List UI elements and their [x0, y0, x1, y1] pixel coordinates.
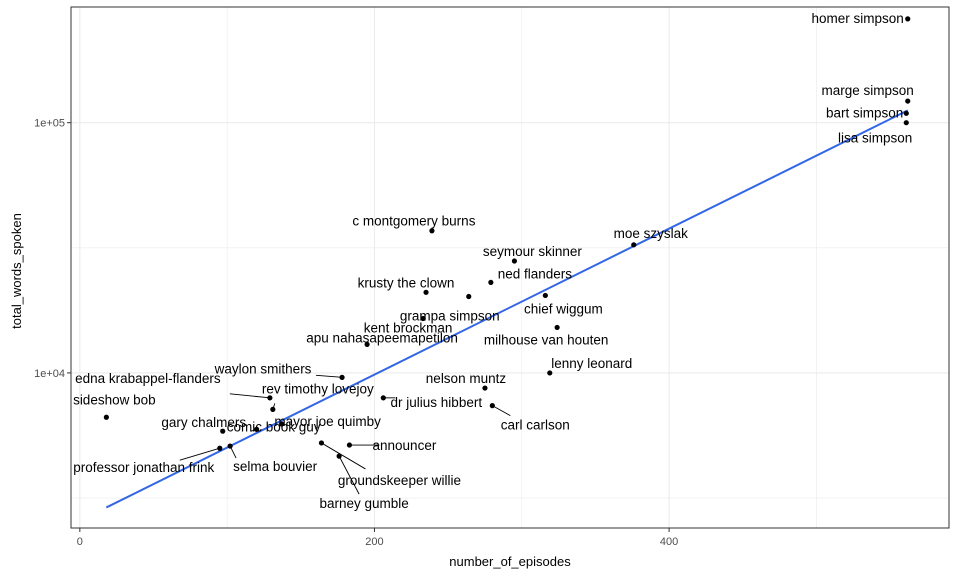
point-sideshow-bob: [103, 414, 109, 420]
x-tick-label: 200: [365, 536, 383, 548]
leader-carl-carlson: [492, 405, 511, 417]
point-professor-jonathan-frink: [217, 445, 223, 451]
point-milhouse-van-houten: [554, 324, 560, 331]
point-bart-simpson: [903, 110, 909, 116]
label-gary-chalmers: gary chalmers: [161, 415, 246, 430]
label-comic-book-guy: comic book guy: [227, 419, 321, 434]
y-tick-label: 1e+04: [34, 368, 65, 380]
point-ned-flanders: [488, 279, 494, 286]
label-nelson-muntz: nelson muntz: [426, 371, 507, 386]
point-homer-simpson: [905, 16, 911, 22]
x-axis-title: number_of_episodes: [449, 554, 571, 569]
point-groundskeeper-willie: [318, 440, 325, 446]
label-milhouse-van-houten: milhouse van houten: [484, 332, 609, 347]
label-marge-simpson: marge simpson: [821, 83, 913, 98]
leader-professor-jonathan-frink: [179, 447, 220, 461]
point-nelson-muntz: [482, 385, 488, 391]
point-barney-gumble: [336, 453, 342, 459]
label-announcer: announcer: [373, 438, 437, 453]
point-moe-szyslak: [631, 242, 637, 248]
point-dr-julius-hibbert: [380, 395, 386, 401]
point-selma-bouvier: [227, 443, 233, 449]
point-rev-timothy-lovejoy: [270, 406, 276, 412]
leader-groundskeeper-willie: [321, 442, 366, 470]
label-groundskeeper-willie: groundskeeper willie: [338, 473, 461, 488]
point-kent-brockman: [420, 315, 426, 322]
label-edna-krabappel-flanders: edna krabappel-flanders: [75, 371, 221, 386]
x-tick-label: 400: [660, 536, 678, 548]
label-dr-julius-hibbert: dr julius hibbert: [391, 395, 483, 410]
plot-panel-border: [70, 6, 950, 529]
point-waylon-smithers: [339, 374, 345, 380]
label-waylon-smithers: waylon smithers: [214, 361, 312, 376]
point-chief-wiggum: [542, 292, 548, 299]
plot-panel-background: [71, 7, 949, 528]
label-ned-flanders: ned flanders: [498, 266, 573, 281]
label-kent-brockman: kent brockman: [364, 320, 453, 335]
label-lisa-simpson: lisa simpson: [838, 131, 912, 146]
point-gary-chalmers: [220, 428, 226, 434]
point-carl-carlson: [489, 403, 495, 409]
grid: [71, 7, 949, 528]
point-comic-book-guy: [254, 426, 260, 432]
y-tick-label: 1e+05: [34, 118, 65, 130]
label-apu-nahasapeemapetilon: apu nahasapeemapetilon: [306, 330, 458, 345]
label-bart-simpson: bart simpson: [826, 105, 903, 120]
point-lenny-leonard: [547, 370, 553, 376]
point-marge-simpson: [905, 98, 911, 104]
point-grampa-simpson: [466, 293, 472, 300]
point-labels: homer simpson marge simpson bart simpson li…: [73, 11, 914, 511]
label-moe-szyslak: moe szyslak: [614, 226, 689, 241]
y-axis-title: total_words_spoken: [9, 213, 24, 329]
x-tick-label: 0: [77, 536, 83, 548]
label-barney-gumble: barney gumble: [319, 496, 408, 511]
label-rev-timothy-lovejoy: rev timothy lovejoy: [262, 381, 374, 396]
point-apu-nahasapeemapetilon: [364, 341, 370, 348]
y-axis-ticks: 1e+04 1e+05: [34, 118, 71, 380]
data-points: [103, 16, 911, 459]
label-sideshow-bob: sideshow bob: [73, 392, 156, 407]
label-professor-jonathan-frink: professor jonathan frink: [73, 460, 214, 475]
label-mayor-joe-quimby: mayor joe quimby: [274, 414, 381, 429]
label-krusty-the-clown: krusty the clown: [358, 275, 455, 290]
point-krusty-the-clown: [423, 289, 429, 295]
label-leader-lines: [179, 374, 511, 495]
leader-edna-krabappel-flanders: [229, 393, 270, 399]
label-c-montgomery-burns: c montgomery burns: [352, 214, 475, 229]
point-edna-krabappel-flanders: [267, 395, 273, 401]
label-lenny-leonard: lenny leonard: [551, 356, 632, 371]
point-announcer: [346, 442, 353, 448]
trend-layer: [105, 109, 909, 509]
label-selma-bouvier: selma bouvier: [233, 459, 318, 474]
label-homer-simpson: homer simpson: [811, 11, 903, 26]
label-grampa-simpson: grampa simpson: [400, 309, 500, 324]
label-seymour-skinner: seymour skinner: [483, 244, 583, 259]
trend-line: [105, 109, 909, 509]
x-axis-ticks: 0 200 400: [77, 528, 678, 548]
point-c-montgomery-burns: [429, 228, 435, 234]
label-carl-carlson: carl carlson: [501, 418, 570, 433]
label-chief-wiggum: chief wiggum: [524, 301, 603, 316]
leader-waylon-smithers: [316, 374, 343, 378]
point-lisa-simpson: [903, 120, 909, 126]
leader-barney-gumble: [338, 455, 360, 495]
point-seymour-skinner: [511, 258, 518, 264]
point-mayor-joe-quimby: [279, 421, 285, 427]
